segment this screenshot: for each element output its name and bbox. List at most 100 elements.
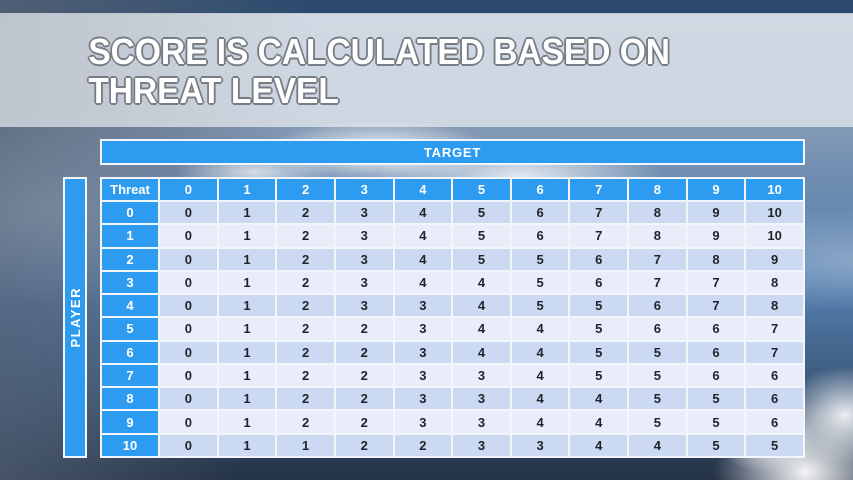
score-cell: 3	[333, 269, 395, 296]
score-cell: 6	[627, 293, 688, 319]
column-header: 1	[216, 177, 278, 202]
score-cell: 5	[451, 199, 512, 226]
score-cell: 6	[744, 386, 805, 412]
matrix-row: 1 0 1 2 3 4 5 6 7 8 9 10	[100, 223, 805, 249]
score-cell: 2	[275, 386, 336, 412]
row-header: 9	[100, 409, 160, 435]
score-cell: 4	[451, 293, 512, 319]
score-cell: 4	[509, 386, 571, 412]
score-cell: 1	[216, 199, 278, 226]
score-cell: 2	[275, 316, 336, 342]
matrix-row: 10 0 1 1 2 2 3 3 4 4 5 5	[100, 432, 805, 459]
score-cell: 2	[333, 409, 395, 435]
score-cell: 7	[685, 293, 747, 319]
row-header: 5	[100, 316, 160, 342]
score-cell: 7	[744, 316, 805, 342]
row-header: 4	[100, 293, 160, 319]
score-cell: 5	[568, 339, 629, 365]
score-cell: 3	[509, 432, 571, 459]
score-cell: 5	[627, 339, 688, 365]
score-cell: 5	[509, 269, 571, 296]
column-header: 2	[275, 177, 336, 202]
score-cell: 2	[275, 223, 336, 249]
target-header-bar: TARGET	[100, 139, 805, 165]
score-cell: 3	[451, 409, 512, 435]
score-cell: 2	[333, 316, 395, 342]
score-cell: 0	[158, 199, 219, 226]
score-cell: 0	[158, 432, 219, 459]
score-cell: 1	[216, 339, 278, 365]
row-header: 0	[100, 199, 160, 226]
row-header: 2	[100, 246, 160, 272]
score-cell: 4	[509, 409, 571, 435]
score-cell: 4	[392, 223, 454, 249]
score-cell: 3	[451, 386, 512, 412]
score-cell: 8	[685, 246, 747, 272]
score-cell: 9	[685, 223, 747, 249]
score-cell: 8	[627, 199, 688, 226]
score-cell: 1	[216, 269, 278, 296]
score-cell: 5	[627, 409, 688, 435]
score-cell: 0	[158, 316, 219, 342]
score-cell: 0	[158, 293, 219, 319]
score-cell: 0	[158, 223, 219, 249]
score-cell: 3	[392, 409, 454, 435]
score-cell: 3	[392, 316, 454, 342]
score-cell: 3	[333, 246, 395, 272]
player-label: PLAYER	[67, 287, 83, 348]
score-cell: 1	[275, 432, 336, 459]
score-cell: 0	[158, 386, 219, 412]
score-cell: 7	[627, 246, 688, 272]
score-cell: 5	[685, 409, 747, 435]
score-cell: 6	[744, 362, 805, 389]
score-cell: 1	[216, 386, 278, 412]
score-cell: 9	[744, 246, 805, 272]
column-header: 10	[744, 177, 805, 202]
threat-corner-label: Threat	[100, 177, 160, 202]
row-header: 7	[100, 362, 160, 389]
score-cell: 4	[568, 386, 629, 412]
score-cell: 5	[627, 386, 688, 412]
score-cell: 6	[509, 223, 571, 249]
score-cell: 4	[392, 269, 454, 296]
score-cell: 10	[744, 199, 805, 226]
score-matrix-table: Threat 0 1 2 3 4 5 6 7 8 9 10 0 0 1 2 3 4 5 6 7 8 9 10 1 0 1 2 3 4 5…	[100, 177, 805, 459]
column-header: 0	[158, 177, 219, 202]
score-cell: 4	[392, 199, 454, 226]
score-cell: 2	[275, 409, 336, 435]
score-cell: 3	[392, 362, 454, 389]
matrix-row: 0 0 1 2 3 4 5 6 7 8 9 10	[100, 199, 805, 226]
column-header: 4	[392, 177, 454, 202]
score-cell: 7	[627, 269, 688, 296]
score-cell: 0	[158, 339, 219, 365]
score-cell: 2	[275, 199, 336, 226]
player-header-bar: PLAYER	[63, 177, 87, 458]
score-cell: 6	[568, 246, 629, 272]
score-cell: 3	[333, 199, 395, 226]
score-cell: 4	[568, 432, 629, 459]
column-header: 8	[627, 177, 688, 202]
column-header: 6	[509, 177, 571, 202]
slide-title-line2: THREAT LEVEL	[88, 69, 339, 111]
score-cell: 0	[158, 409, 219, 435]
score-cell: 6	[627, 316, 688, 342]
score-cell: 7	[685, 269, 747, 296]
score-cell: 4	[451, 316, 512, 342]
score-cell: 6	[685, 362, 747, 389]
score-cell: 1	[216, 432, 278, 459]
score-cell: 4	[568, 409, 629, 435]
score-cell: 1	[216, 316, 278, 342]
score-cell: 7	[568, 223, 629, 249]
score-cell: 0	[158, 246, 219, 272]
target-label: TARGET	[423, 144, 482, 160]
score-cell: 0	[158, 269, 219, 296]
score-cell: 5	[451, 246, 512, 272]
score-cell: 5	[451, 223, 512, 249]
score-cell: 5	[568, 362, 629, 389]
